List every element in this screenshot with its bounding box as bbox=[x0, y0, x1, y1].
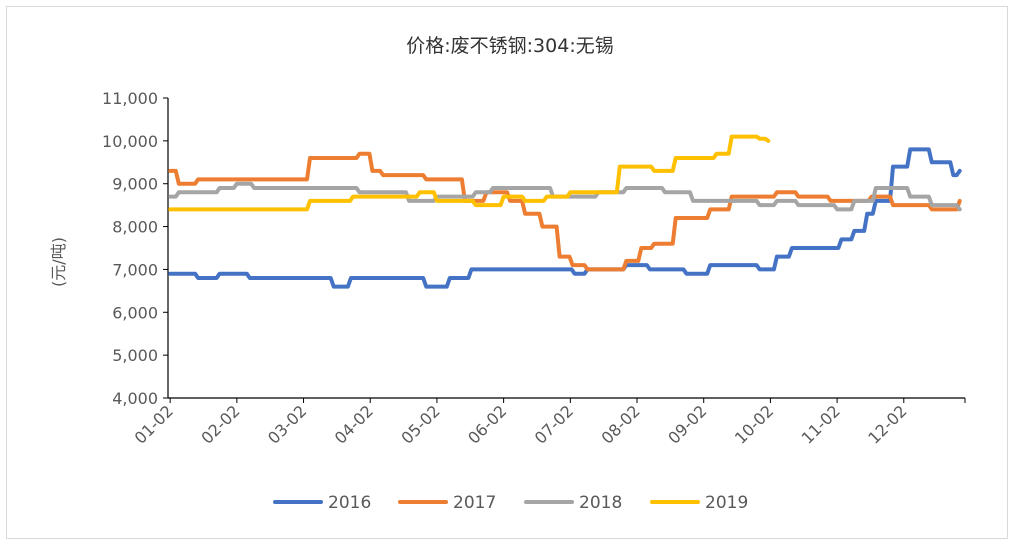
y-tick-label: 7,000 bbox=[112, 260, 158, 279]
legend-label-2017: 2017 bbox=[453, 493, 496, 513]
series-line-2017 bbox=[168, 151, 962, 272]
legend-label-2019: 2019 bbox=[705, 493, 748, 513]
legend-label-2018: 2018 bbox=[579, 493, 622, 513]
y-tick-label: 8,000 bbox=[112, 218, 158, 237]
x-tick-label: 11-02 bbox=[798, 401, 844, 447]
series-line-2016 bbox=[168, 147, 962, 289]
x-tick-label: 01-02 bbox=[131, 401, 177, 447]
x-tick-label: 05-02 bbox=[397, 401, 443, 447]
y-tick-label: 4,000 bbox=[112, 389, 158, 408]
x-tick-label: 12-02 bbox=[864, 401, 910, 447]
y-axis-label: (元/吨) bbox=[49, 237, 68, 287]
x-tick-label: 10-02 bbox=[731, 401, 777, 447]
y-tick-label: 6,000 bbox=[112, 303, 158, 322]
legend: 2016 2017 2018 2019 bbox=[273, 493, 748, 513]
y-tick-label: 9,000 bbox=[112, 175, 158, 194]
y-tick-label: 5,000 bbox=[112, 346, 158, 365]
series-line-2019 bbox=[168, 134, 771, 212]
x-tick-label: 04-02 bbox=[331, 401, 377, 447]
x-tick-label: 06-02 bbox=[464, 401, 510, 447]
y-tick-label: 11,000 bbox=[102, 89, 158, 108]
chart-title: 价格:废不锈钢:304:无锡 bbox=[406, 35, 613, 57]
x-tick-label: 07-02 bbox=[531, 401, 577, 447]
x-tick-label: 03-02 bbox=[264, 401, 310, 447]
series-layer bbox=[168, 134, 962, 289]
x-tick-label: 08-02 bbox=[598, 401, 644, 447]
x-tick-label: 09-02 bbox=[664, 401, 710, 447]
legend-label-2016: 2016 bbox=[328, 493, 371, 513]
x-tick-label: 02-02 bbox=[197, 401, 243, 447]
y-tick-label: 10,000 bbox=[102, 132, 158, 151]
